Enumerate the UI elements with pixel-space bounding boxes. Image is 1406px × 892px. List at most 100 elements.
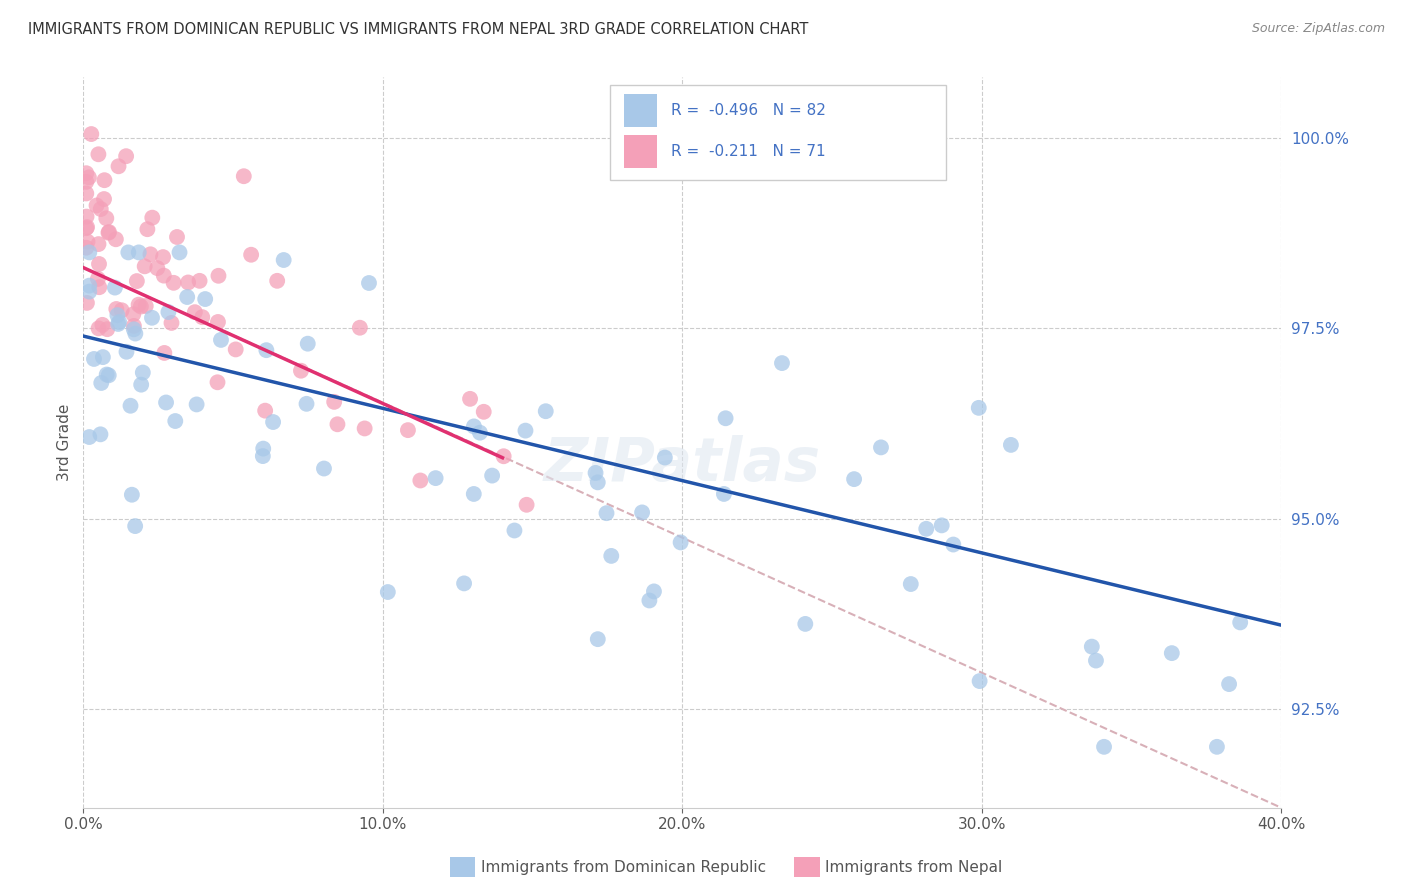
Point xyxy=(586,475,609,490)
Point xyxy=(90,202,112,216)
Point xyxy=(117,245,139,260)
Point xyxy=(209,333,232,347)
Point xyxy=(225,343,247,357)
Point xyxy=(169,245,191,260)
Point xyxy=(115,149,138,163)
Point xyxy=(135,299,157,313)
Point xyxy=(232,169,254,184)
Point xyxy=(458,392,481,406)
Point xyxy=(931,518,953,533)
Point xyxy=(96,211,118,226)
Point xyxy=(191,310,214,325)
Point xyxy=(107,159,129,173)
Text: R =  -0.211   N = 71: R = -0.211 N = 71 xyxy=(671,145,825,159)
Point xyxy=(323,395,346,409)
Point xyxy=(87,237,110,252)
Point xyxy=(643,584,665,599)
Point xyxy=(595,506,617,520)
Point xyxy=(121,488,143,502)
Point xyxy=(1084,654,1107,668)
Point xyxy=(409,474,432,488)
Point xyxy=(312,461,335,475)
Point xyxy=(184,305,207,319)
Point xyxy=(1092,739,1115,754)
Point xyxy=(207,268,229,283)
Point xyxy=(80,127,103,141)
Point xyxy=(141,310,163,325)
Point xyxy=(1160,646,1182,660)
Point xyxy=(176,290,198,304)
Text: IMMIGRANTS FROM DOMINICAN REPUBLIC VS IMMIGRANTS FROM NEPAL 3RD GRADE CORRELATIO: IMMIGRANTS FROM DOMINICAN REPUBLIC VS IM… xyxy=(28,22,808,37)
Point xyxy=(122,322,145,336)
Point xyxy=(124,519,146,533)
Point xyxy=(262,415,284,429)
Point xyxy=(108,315,131,329)
Point xyxy=(794,616,817,631)
Point xyxy=(87,321,110,335)
Point xyxy=(105,301,128,316)
Y-axis label: 3rd Grade: 3rd Grade xyxy=(58,404,72,482)
Point xyxy=(453,576,475,591)
Point xyxy=(586,632,609,647)
Point xyxy=(177,276,200,290)
Point xyxy=(89,427,111,442)
Point xyxy=(93,192,115,206)
Text: Immigrants from Dominican Republic: Immigrants from Dominican Republic xyxy=(481,861,766,875)
Point xyxy=(129,377,152,392)
Point xyxy=(468,425,491,440)
Point xyxy=(139,247,162,261)
Point xyxy=(349,320,371,334)
Point xyxy=(1229,615,1251,630)
Point xyxy=(254,403,277,417)
Point xyxy=(357,276,380,290)
Point xyxy=(87,147,110,161)
Point xyxy=(472,405,495,419)
Point xyxy=(153,346,176,360)
Point xyxy=(75,186,97,201)
Point xyxy=(252,442,274,456)
Point xyxy=(188,274,211,288)
Point xyxy=(515,424,537,438)
Point xyxy=(900,577,922,591)
Point xyxy=(638,593,661,607)
Point xyxy=(353,421,375,435)
Point xyxy=(160,316,183,330)
Point xyxy=(107,317,129,331)
Point xyxy=(290,364,312,378)
Point xyxy=(77,245,100,260)
Text: Immigrants from Nepal: Immigrants from Nepal xyxy=(825,861,1002,875)
Point xyxy=(75,221,97,235)
Point xyxy=(295,397,318,411)
Point xyxy=(91,318,114,332)
Point xyxy=(104,232,127,246)
Point xyxy=(631,505,654,519)
Point xyxy=(129,300,152,314)
Point xyxy=(86,198,108,212)
Point xyxy=(76,210,98,224)
Point xyxy=(207,315,229,329)
Point xyxy=(1000,438,1022,452)
Point xyxy=(122,307,145,321)
Point xyxy=(77,430,100,444)
Point xyxy=(326,417,349,432)
Point xyxy=(90,376,112,390)
Point xyxy=(254,343,277,358)
Point xyxy=(76,235,98,249)
Point xyxy=(942,537,965,551)
Point xyxy=(122,318,145,333)
Point xyxy=(141,211,163,225)
Text: R =  -0.496   N = 82: R = -0.496 N = 82 xyxy=(671,103,825,119)
Point xyxy=(194,292,217,306)
Point xyxy=(91,350,114,364)
Point xyxy=(481,468,503,483)
Point xyxy=(155,395,177,409)
Text: Source: ZipAtlas.com: Source: ZipAtlas.com xyxy=(1251,22,1385,36)
Point xyxy=(770,356,793,370)
Point xyxy=(1081,640,1104,654)
Point xyxy=(96,322,118,336)
Point xyxy=(75,175,97,189)
Point xyxy=(166,230,188,244)
Point xyxy=(377,585,399,599)
Point xyxy=(969,674,991,689)
Point xyxy=(713,487,735,501)
